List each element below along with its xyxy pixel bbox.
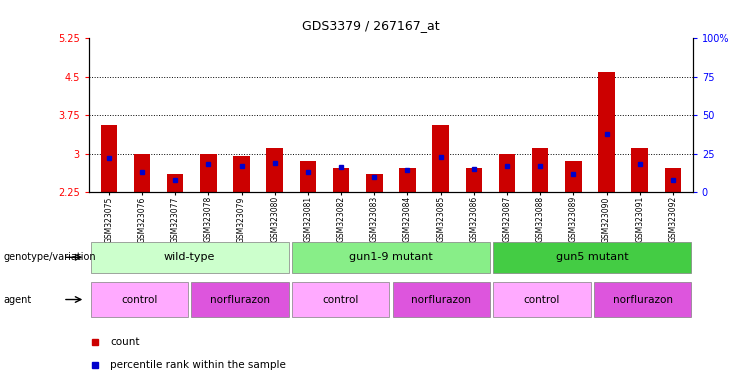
- FancyBboxPatch shape: [191, 282, 288, 317]
- Text: count: count: [110, 337, 139, 347]
- Text: gun5 mutant: gun5 mutant: [556, 252, 628, 262]
- FancyBboxPatch shape: [90, 282, 188, 317]
- Bar: [233, 156, 250, 192]
- Bar: [665, 168, 681, 192]
- Text: wild-type: wild-type: [164, 252, 215, 262]
- Bar: [267, 149, 283, 192]
- Text: GDS3379 / 267167_at: GDS3379 / 267167_at: [302, 19, 439, 32]
- Text: gun1-9 mutant: gun1-9 mutant: [349, 252, 433, 262]
- Bar: [631, 149, 648, 192]
- Text: norflurazon: norflurazon: [613, 295, 673, 305]
- Bar: [399, 168, 416, 192]
- Bar: [333, 168, 350, 192]
- FancyBboxPatch shape: [494, 282, 591, 317]
- Bar: [565, 161, 582, 192]
- Text: agent: agent: [4, 295, 32, 305]
- FancyBboxPatch shape: [292, 242, 490, 273]
- FancyBboxPatch shape: [292, 282, 389, 317]
- FancyBboxPatch shape: [594, 282, 691, 317]
- FancyBboxPatch shape: [393, 282, 490, 317]
- Text: control: control: [322, 295, 359, 305]
- Bar: [101, 126, 117, 192]
- Bar: [499, 154, 515, 192]
- Bar: [200, 154, 216, 192]
- Text: control: control: [524, 295, 560, 305]
- Text: norflurazon: norflurazon: [411, 295, 471, 305]
- Bar: [167, 174, 184, 192]
- Bar: [465, 168, 482, 192]
- Bar: [532, 149, 548, 192]
- Bar: [133, 154, 150, 192]
- Bar: [432, 126, 449, 192]
- Text: control: control: [121, 295, 157, 305]
- Text: genotype/variation: genotype/variation: [4, 252, 96, 262]
- FancyBboxPatch shape: [494, 242, 691, 273]
- Text: percentile rank within the sample: percentile rank within the sample: [110, 360, 286, 370]
- Text: norflurazon: norflurazon: [210, 295, 270, 305]
- Bar: [366, 174, 382, 192]
- Bar: [598, 72, 615, 192]
- FancyBboxPatch shape: [90, 242, 288, 273]
- Bar: [299, 161, 316, 192]
